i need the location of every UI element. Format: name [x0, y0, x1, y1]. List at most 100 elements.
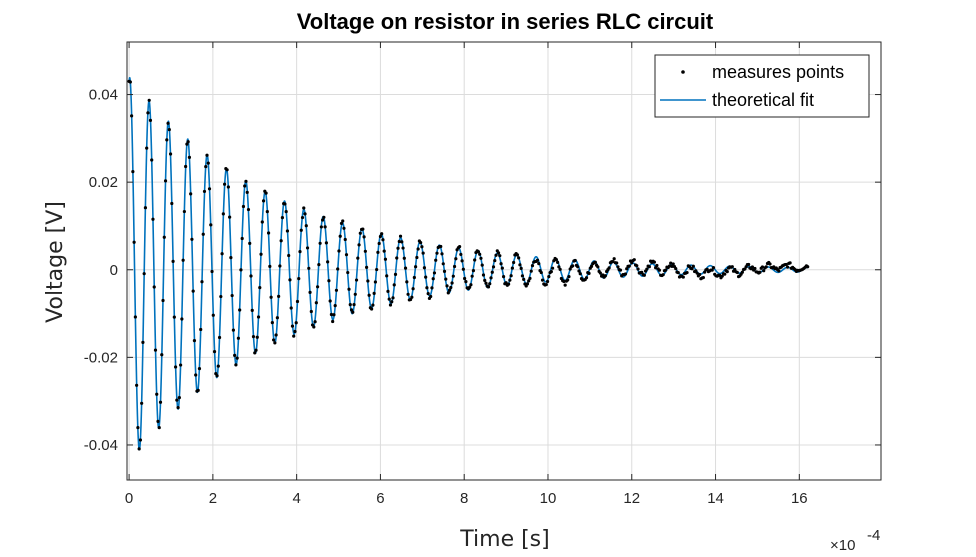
measure-point — [372, 291, 376, 295]
measure-point — [304, 224, 308, 228]
measure-point — [313, 320, 317, 324]
measure-point — [295, 299, 300, 304]
measure-point — [611, 259, 615, 264]
measure-point — [131, 170, 135, 174]
measure-point — [446, 291, 450, 295]
measure-point — [499, 262, 503, 266]
measure-point — [329, 312, 334, 317]
measure-point — [698, 272, 702, 277]
measure-point — [401, 246, 405, 250]
measure-point — [652, 260, 656, 264]
measure-point — [289, 306, 293, 310]
measure-point — [391, 296, 395, 300]
measure-point — [288, 278, 292, 282]
y-tick-label: -0.04 — [84, 437, 118, 454]
measure-point — [165, 138, 169, 142]
measure-point — [365, 265, 369, 269]
measure-point — [137, 447, 141, 451]
measure-point — [740, 270, 744, 274]
measure-point — [312, 325, 316, 329]
measure-point — [730, 265, 734, 269]
measure-point — [498, 254, 502, 258]
measure-point — [151, 217, 155, 221]
y-tick-label: 0.02 — [89, 174, 118, 191]
measure-point — [470, 274, 474, 278]
measure-point — [211, 313, 215, 317]
measure-point — [473, 258, 477, 262]
measure-point — [377, 241, 381, 246]
measure-point — [544, 282, 548, 287]
plot-area — [126, 41, 882, 481]
series-line-theoretical-fit — [128, 77, 808, 451]
measure-point — [326, 260, 330, 264]
measure-point — [478, 252, 482, 256]
measure-point — [142, 272, 146, 276]
measure-point — [522, 277, 526, 281]
x-tick-label: 14 — [707, 490, 724, 507]
measure-point — [449, 285, 453, 290]
measure-point — [278, 264, 282, 268]
measure-point — [168, 152, 173, 156]
measure-point — [327, 279, 331, 283]
measure-point — [293, 329, 297, 334]
measure-point — [515, 253, 520, 257]
measure-point — [176, 405, 180, 410]
measure-point — [520, 274, 525, 278]
measure-point — [268, 264, 272, 268]
measure-point — [128, 80, 132, 84]
measure-point — [395, 256, 399, 260]
measure-point — [762, 269, 766, 273]
measure-point — [500, 266, 504, 270]
measure-point — [431, 277, 435, 281]
measure-point — [241, 204, 246, 209]
measure-point — [358, 231, 362, 235]
measure-point — [269, 295, 273, 299]
measure-point — [230, 293, 234, 298]
measure-point — [179, 363, 183, 367]
measure-point — [248, 241, 252, 245]
measure-point — [661, 273, 665, 277]
legend-box — [654, 54, 870, 118]
measure-point — [469, 283, 473, 287]
measure-point — [573, 258, 577, 263]
measure-point — [309, 309, 313, 314]
measure-point — [319, 225, 323, 229]
measure-point — [558, 267, 562, 271]
measure-point — [486, 285, 491, 289]
measure-point — [234, 363, 238, 367]
measure-point — [381, 238, 385, 242]
measure-point — [484, 281, 488, 285]
measure-point — [370, 307, 374, 311]
measure-point — [669, 261, 673, 265]
measure-point — [571, 264, 575, 268]
measure-point — [366, 279, 370, 283]
x-exponent-power: -4 — [867, 527, 880, 544]
measure-point — [557, 265, 561, 269]
measure-point — [300, 215, 305, 220]
measure-point — [256, 315, 261, 319]
measure-point — [530, 264, 535, 268]
measure-point — [206, 161, 210, 165]
measure-point — [494, 253, 498, 257]
measure-point — [596, 265, 600, 269]
measure-point — [321, 218, 325, 222]
measure-point — [347, 287, 351, 291]
measure-point — [261, 199, 266, 203]
legend-label-fit: theoretical fit — [712, 90, 814, 110]
measure-point — [201, 232, 205, 236]
measure-point — [163, 179, 168, 183]
x-tick-label: 2 — [209, 490, 217, 507]
measure-point — [238, 308, 242, 312]
measure-point — [380, 232, 384, 236]
measure-point — [210, 269, 214, 274]
measure-point — [788, 261, 792, 265]
measure-point — [336, 267, 340, 271]
measure-point — [225, 168, 229, 172]
x-tick-label: 6 — [376, 490, 384, 507]
measure-point — [490, 270, 494, 274]
measure-point — [421, 251, 425, 255]
measure-point — [258, 285, 262, 290]
measure-point — [307, 266, 311, 270]
measure-point — [589, 264, 594, 268]
